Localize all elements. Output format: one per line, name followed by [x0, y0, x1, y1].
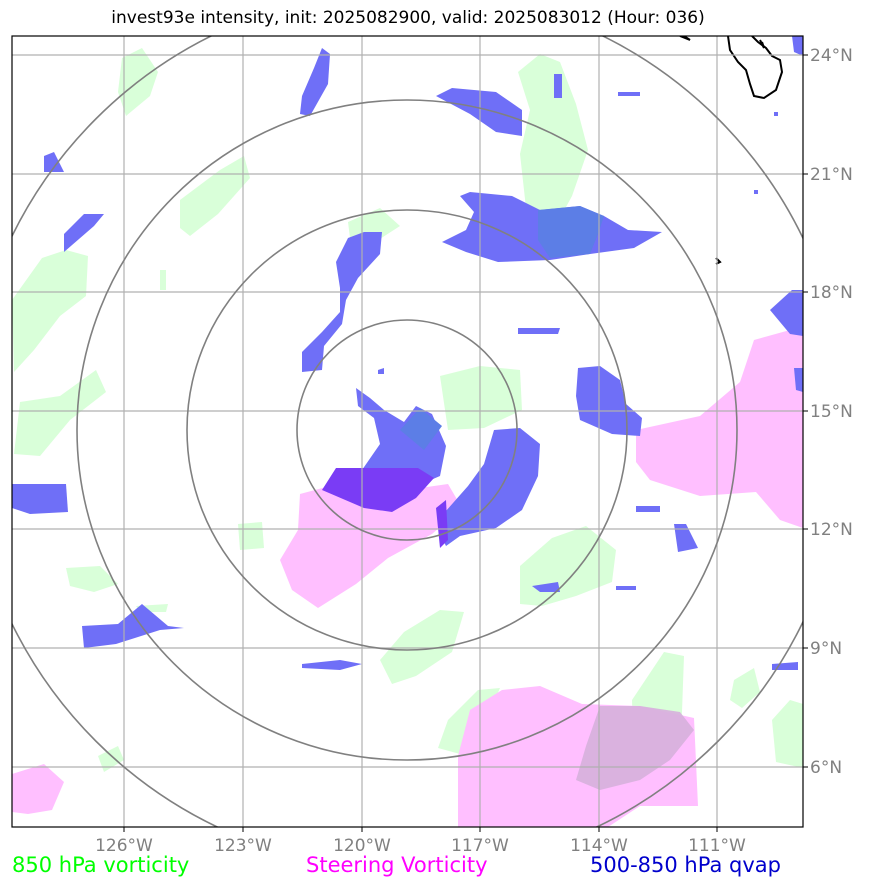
overlap-layer [322, 206, 694, 790]
vorticity-850-layer [12, 48, 803, 800]
lon-tick-label: 111°W [688, 836, 746, 856]
range-ring [186, 209, 628, 651]
legend-steering-vorticity: Steering Vorticity [306, 853, 488, 877]
map-frame [11, 35, 804, 828]
legend-qvap: 500-850 hPa qvap [590, 853, 781, 877]
lat-tick-label: 6°N [810, 758, 842, 778]
range-rings [12, 36, 803, 827]
lon-tick-label: 117°W [451, 836, 509, 856]
lon-tick-label: 123°W [214, 836, 272, 856]
lon-tick-label: 114°W [570, 836, 628, 856]
lon-tick-label: 120°W [333, 836, 391, 856]
lon-tick-marks [123, 827, 718, 832]
grid-lines [12, 36, 803, 827]
map-title: invest93e intensity, init: 2025082900, v… [111, 8, 705, 28]
legend-vorticity-850: 850 hPa vorticity [12, 853, 190, 877]
lat-tick-label: 21°N [810, 165, 853, 185]
lat-tick-label: 12°N [810, 520, 853, 540]
range-ring [296, 319, 518, 541]
lat-tick-label: 15°N [810, 402, 853, 422]
lat-tick-label: 18°N [810, 283, 853, 303]
lat-tick-label: 24°N [810, 46, 853, 66]
map-layers [12, 36, 803, 827]
range-ring [76, 99, 738, 761]
lat-tick-marks [803, 54, 808, 768]
coastline [679, 36, 784, 265]
steering-vorticity-layer [12, 330, 803, 827]
lat-tick-label: 9°N [810, 639, 842, 659]
qvap-layer [12, 36, 803, 670]
lon-tick-label: 126°W [95, 836, 153, 856]
